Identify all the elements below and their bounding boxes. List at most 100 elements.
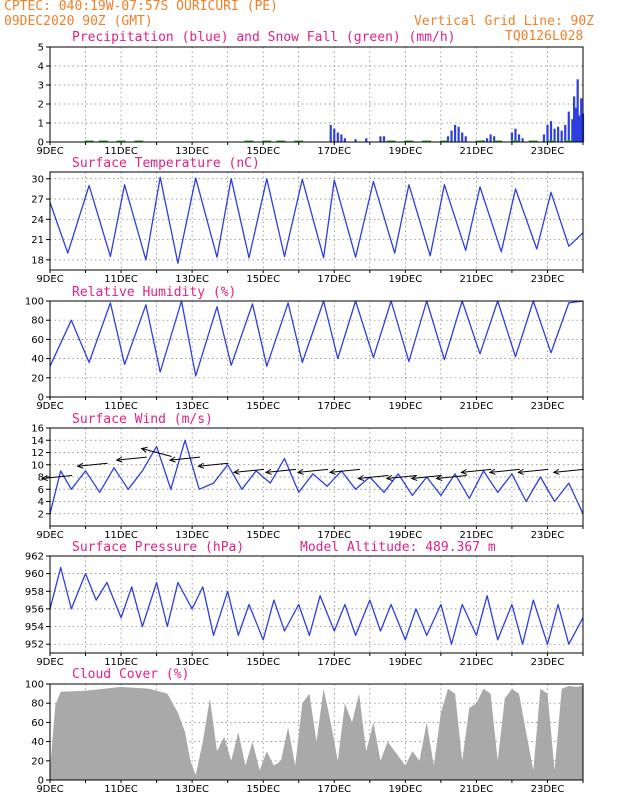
x-tick-label: 15DEC [246, 274, 280, 285]
panel-subtitle: Model Altitude: 489.367 m [300, 540, 496, 555]
precip-bar [343, 138, 347, 142]
x-tick-label: 11DEC [104, 274, 138, 285]
x-tick-label: 21DEC [460, 146, 494, 157]
precip-bar [354, 139, 357, 142]
x-tick-label: 9DEC [36, 530, 63, 541]
snow-bar [134, 140, 144, 142]
precip-bar [485, 138, 489, 142]
x-tick-label: 19DEC [388, 401, 422, 412]
x-tick-label: 17DEC [317, 657, 351, 668]
x-tick-label: 21DEC [460, 274, 494, 285]
y-tick-label: 2 [38, 100, 44, 111]
precip-bar [382, 136, 386, 142]
wind-arrow-head [264, 468, 272, 475]
plot-frame [49, 300, 584, 398]
y-tick-label: 60 [31, 718, 44, 729]
y-tick-label: 27 [31, 195, 44, 206]
wind-arrow-head [76, 462, 84, 469]
panel-cloud: 0 20 40 60 80 100 9DEC 11DEC 13DEC 15DEC 17DEC 19DE… [25, 667, 584, 795]
snow-bar [98, 140, 108, 142]
precip-bar [329, 124, 332, 142]
wind-arrow-shaft [141, 448, 172, 457]
x-tick-label: 21DEC [460, 530, 494, 541]
x-tick-label: 19DEC [388, 530, 422, 541]
wind-arrow-shaft [297, 468, 328, 473]
snow-bar [294, 140, 304, 142]
x-tick-label: 13DEC [175, 146, 209, 157]
panel-title: Cloud Cover (%) [72, 667, 189, 682]
precip-bar [580, 98, 583, 142]
snow-bar [510, 140, 520, 142]
panel-temp: 18 21 24 27 30 9DEC 11DEC 13DEC 15DEC 17DEC 19DEC 2… [31, 156, 584, 285]
y-tick-label: 80 [31, 699, 44, 710]
x-tick-label: 19DEC [388, 274, 422, 285]
x-tick-label: 21DEC [460, 657, 494, 668]
snow-bar [493, 140, 503, 142]
y-tick-label: 24 [31, 215, 44, 226]
x-tick-label: 11DEC [104, 784, 138, 795]
precip-bar [517, 134, 521, 142]
y-tick-label: 0 [38, 138, 44, 149]
y-tick-label: 10 [31, 460, 44, 471]
y-tick-label: 4 [38, 62, 44, 73]
precip-bar [464, 136, 467, 142]
plot-frame [49, 46, 584, 143]
precip-bar [574, 107, 577, 142]
x-tick-label: 17DEC [317, 146, 351, 157]
snow-bar [262, 140, 272, 142]
y-tick-label: 14 [31, 436, 44, 447]
plot-frame [49, 171, 584, 271]
pressure-line [49, 566, 584, 645]
precip-bar [514, 128, 517, 142]
x-tick-label: 23DEC [531, 146, 565, 157]
precip-bar [510, 132, 514, 142]
wind-arrow-shaft [436, 475, 467, 479]
panel-rh: 0 20 40 60 80 100 9DEC 11DEC 13DEC 15DEC 17DEC 19DE… [25, 285, 584, 412]
panel-title: Surface Pressure (hPa) [72, 540, 244, 555]
wind-arrow-shaft [461, 468, 492, 473]
wind-arrow-head [168, 456, 176, 463]
panel-title: Surface Wind (m/s) [72, 412, 213, 427]
snow-bar [475, 140, 485, 142]
y-tick-label: 40 [31, 737, 44, 748]
plot-frame [49, 683, 584, 781]
x-tick-label: 11DEC [104, 401, 138, 412]
precip-bar [336, 132, 339, 142]
precip-bar [365, 138, 368, 142]
x-tick-label: 9DEC [36, 784, 63, 795]
wind-arrow-head [40, 474, 48, 482]
model-code: TQ0126L028 [505, 29, 584, 44]
precip-bar [557, 126, 560, 142]
panel-title: Precipitation (blue) and Snow Fall (gree… [72, 30, 456, 45]
panel-title: Surface Temperature (nC) [72, 156, 260, 171]
snow-bar [564, 140, 574, 142]
precip-bar [573, 96, 576, 142]
precip-bar [571, 119, 574, 142]
precip-bar [453, 124, 457, 142]
snow-bar [116, 140, 126, 142]
precip-bar [578, 115, 581, 142]
x-tick-label: 13DEC [175, 784, 209, 795]
x-tick-label: 15DEC [246, 401, 280, 412]
wind-arrow-head [197, 462, 205, 469]
precip-bar [521, 138, 524, 142]
wind-arrow-head [552, 468, 560, 475]
precip-bar [379, 136, 382, 142]
wind-arrow-shaft [386, 475, 417, 479]
x-tick-label: 9DEC [36, 146, 63, 157]
wind-line [49, 439, 584, 515]
y-tick-label: 960 [25, 569, 44, 580]
wind-arrow-shaft [77, 462, 108, 467]
temp-line [49, 176, 584, 264]
precip-bar [553, 128, 556, 142]
snow-bar [439, 140, 449, 142]
wind-arrow-head [488, 468, 496, 475]
y-tick-label: 3 [38, 81, 44, 92]
wind-arrow-head [435, 474, 443, 482]
precip-bar [461, 132, 464, 142]
wind-arrow-shaft [553, 468, 584, 473]
x-tick-label: 15DEC [246, 784, 280, 795]
wind-arrow-shaft [329, 468, 360, 473]
y-tick-label: 1 [38, 119, 44, 130]
